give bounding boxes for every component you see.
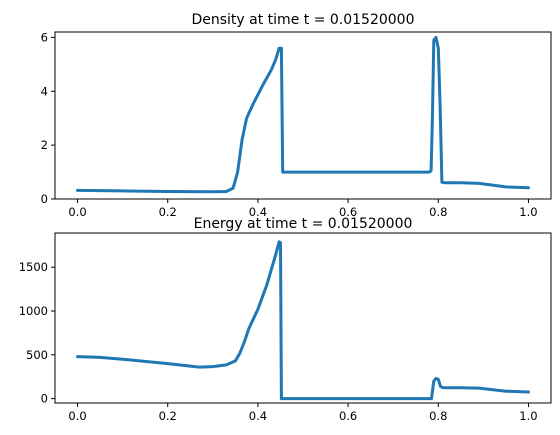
y-tick-label: 0	[41, 192, 48, 206]
y-tick-label: 6	[41, 30, 48, 44]
x-tick-label: 1.0	[519, 409, 537, 423]
x-axis: 0.0 0.2 0.4 0.6 0.8 1.0	[68, 199, 538, 219]
y-tick-label: 2	[41, 138, 48, 152]
series-line	[76, 240, 530, 401]
energy-chart: Energy at time t = 0.01520000 0.0 0.2 0.4 0…	[19, 216, 552, 423]
chart-title: Energy at time t = 0.01520000	[194, 216, 413, 232]
x-tick-label: 0.2	[159, 409, 177, 423]
y-tick-label: 500	[26, 348, 48, 362]
x-tick-label: 0.2	[159, 205, 177, 219]
x-tick-label: 0.8	[429, 205, 447, 219]
y-tick-label: 1500	[19, 260, 48, 274]
density-chart: Density at time t = 0.01520000 0.0 0.2 0.4…	[41, 12, 552, 219]
y-axis: 0 500 1000 1500	[19, 260, 55, 406]
y-tick-label: 0	[41, 392, 48, 406]
axes-frame	[54, 232, 552, 404]
x-tick-label: 0.0	[68, 409, 86, 423]
plot-area	[76, 240, 530, 401]
series-line	[76, 35, 530, 194]
x-tick-label: 1.0	[519, 205, 537, 219]
y-tick-label: 4	[41, 84, 48, 98]
plot-area	[76, 35, 530, 194]
x-axis: 0.0 0.2 0.4 0.6 0.8 1.0	[68, 403, 538, 423]
x-tick-label: 0.8	[429, 409, 447, 423]
axes-frame	[54, 31, 552, 200]
x-tick-label: 0.4	[249, 409, 267, 423]
chart-title: Density at time t = 0.01520000	[191, 12, 414, 28]
x-tick-label: 0.6	[339, 409, 357, 423]
y-tick-label: 1000	[19, 304, 48, 318]
x-tick-label: 0.4	[249, 205, 267, 219]
x-tick-label: 0.6	[339, 205, 357, 219]
y-axis: 0 2 4 6	[41, 30, 55, 206]
x-tick-label: 0.0	[68, 205, 86, 219]
